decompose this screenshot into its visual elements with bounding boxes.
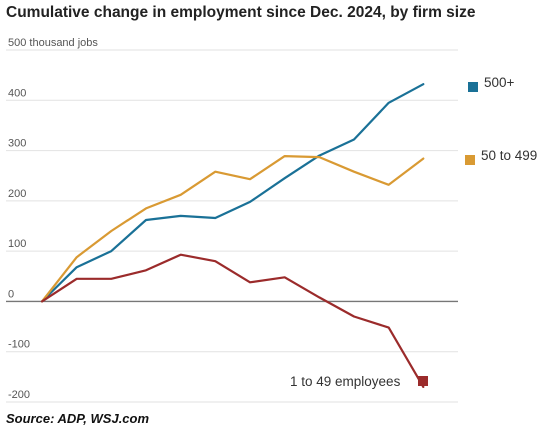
series-line-1 [40, 155, 425, 303]
series-marker-2 [418, 376, 428, 386]
source-note: Source: ADP, WSJ.com [6, 411, 150, 426]
y-tick-label: 500 thousand jobs [8, 37, 98, 49]
chart-title: Cumulative change in employment since De… [6, 4, 476, 21]
y-tick-label: 400 [8, 87, 26, 99]
series-marker-0 [468, 82, 478, 92]
series-line-0 [40, 83, 425, 303]
series-label-1: 50 to 499 [481, 148, 537, 163]
series-label-0: 500+ [484, 75, 515, 90]
series-label-2: 1 to 49 employees [290, 374, 401, 389]
y-tick-label: 200 [8, 188, 26, 200]
series-marker-1 [465, 155, 475, 165]
y-tick-label: 300 [8, 138, 26, 150]
y-tick-label: 100 [8, 238, 26, 250]
series-line-2 [40, 253, 425, 388]
y-tick-label: -100 [8, 339, 30, 351]
y-tick-label: 0 [8, 288, 14, 300]
y-tick-label: -200 [8, 389, 30, 401]
